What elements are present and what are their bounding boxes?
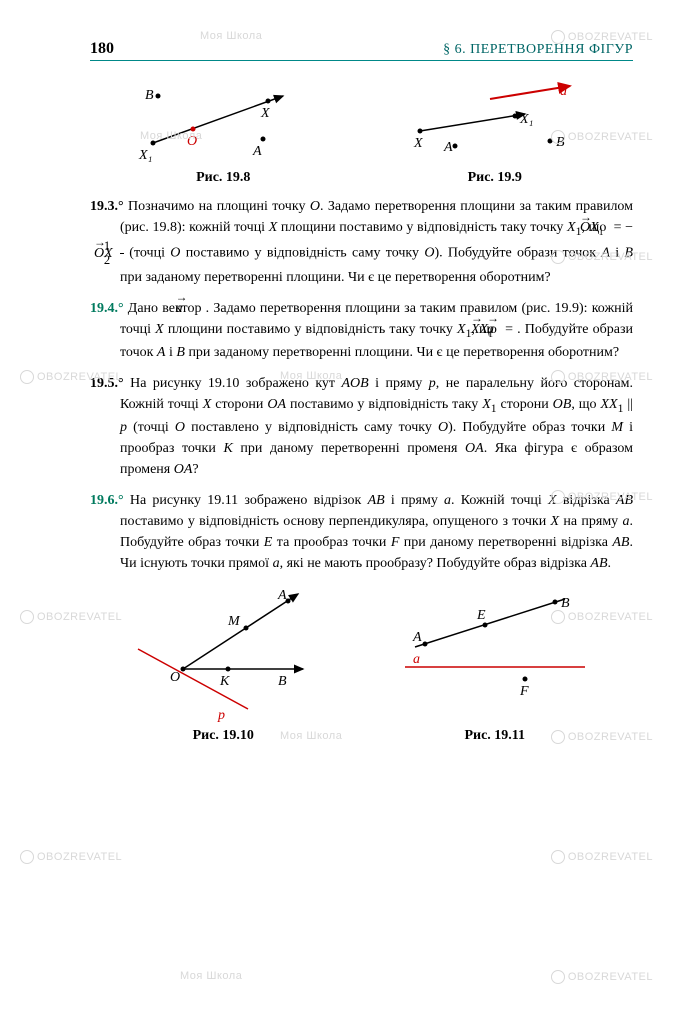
problem-number: 19.3.° — [90, 199, 124, 214]
svg-text:E: E — [476, 608, 486, 623]
page-number: 180 — [90, 40, 114, 58]
fig-caption: Рис. 19.11 — [395, 728, 595, 744]
page-header: 180 § 6. ПЕРЕТВОРЕННЯ ФІГУР — [90, 40, 633, 61]
textbook-page: 180 § 6. ПЕРЕТВОРЕННЯ ФІГУР B O X X₁ — [0, 0, 683, 774]
top-figures-row: B O X X₁ A Рис. 19.8 — [90, 81, 633, 186]
svg-text:O: O — [170, 670, 180, 685]
figure-19-10: O A M K B p Рис. 19.10 — [128, 589, 318, 744]
svg-text:B: B — [561, 596, 570, 611]
svg-text:X: X — [260, 106, 270, 121]
problem-19-6: 19.6.° На рисунку 19.11 зображено відріз… — [90, 490, 633, 574]
svg-text:F: F — [519, 684, 529, 699]
watermark: OBOZREVATEL — [551, 850, 653, 864]
fig-caption: Рис. 19.9 — [400, 170, 590, 186]
fig-caption: Рис. 19.8 — [133, 170, 313, 186]
svg-text:B: B — [556, 135, 565, 150]
svg-text:B: B — [278, 674, 287, 689]
svg-text:X: X — [413, 136, 423, 151]
section-title: § 6. ПЕРЕТВОРЕННЯ ФІГУР — [443, 42, 633, 58]
svg-text:M: M — [227, 614, 241, 629]
svg-text:a: a — [560, 84, 567, 99]
svg-text:X₁: X₁ — [138, 148, 152, 163]
problem-number: 19.6.° — [90, 493, 124, 508]
svg-text:O: O — [187, 134, 197, 149]
svg-text:A: A — [443, 140, 453, 155]
figure-19-11: A E B F a Рис. 19.11 — [395, 589, 595, 744]
watermark: Моя Школа — [180, 970, 242, 982]
problem-19-5: 19.5.° На рисунку 19.10 зображено кут AO… — [90, 373, 633, 480]
watermark: OBOZREVATEL — [551, 970, 653, 984]
figure-19-9: → a X X₁ A B Рис. 19.9 — [400, 81, 590, 186]
problem-19-4: 19.4.° Дано вектор a. Задамо перетворенн… — [90, 298, 633, 363]
svg-text:K: K — [219, 674, 230, 689]
svg-text:A: A — [277, 589, 287, 603]
figure-19-8: B O X X₁ A Рис. 19.8 — [133, 81, 313, 186]
problem-19-3: 19.3.° Позначимо на площині точку O. Зад… — [90, 196, 633, 288]
watermark: OBOZREVATEL — [20, 850, 122, 864]
problem-number: 19.4.° — [90, 301, 124, 316]
fig-caption: Рис. 19.10 — [128, 728, 318, 744]
svg-text:a: a — [413, 652, 420, 667]
bottom-figures-row: O A M K B p Рис. 19.10 A E B — [90, 589, 633, 744]
svg-text:X₁: X₁ — [519, 112, 533, 127]
svg-text:A: A — [412, 630, 422, 645]
svg-text:B: B — [145, 88, 154, 103]
problem-number: 19.5.° — [90, 376, 124, 391]
svg-text:A: A — [252, 144, 262, 159]
svg-text:p: p — [217, 708, 225, 723]
